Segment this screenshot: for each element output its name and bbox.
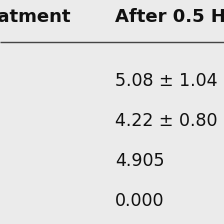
Text: 0.000: 0.000 (115, 192, 164, 210)
Text: After 0.5 H: After 0.5 H (115, 8, 224, 26)
Text: 5.08 ± 1.04: 5.08 ± 1.04 (115, 72, 218, 90)
Text: 4.22 ± 0.80: 4.22 ± 0.80 (115, 112, 218, 130)
Text: -atment: -atment (0, 8, 71, 26)
Text: 4.905: 4.905 (115, 152, 164, 170)
